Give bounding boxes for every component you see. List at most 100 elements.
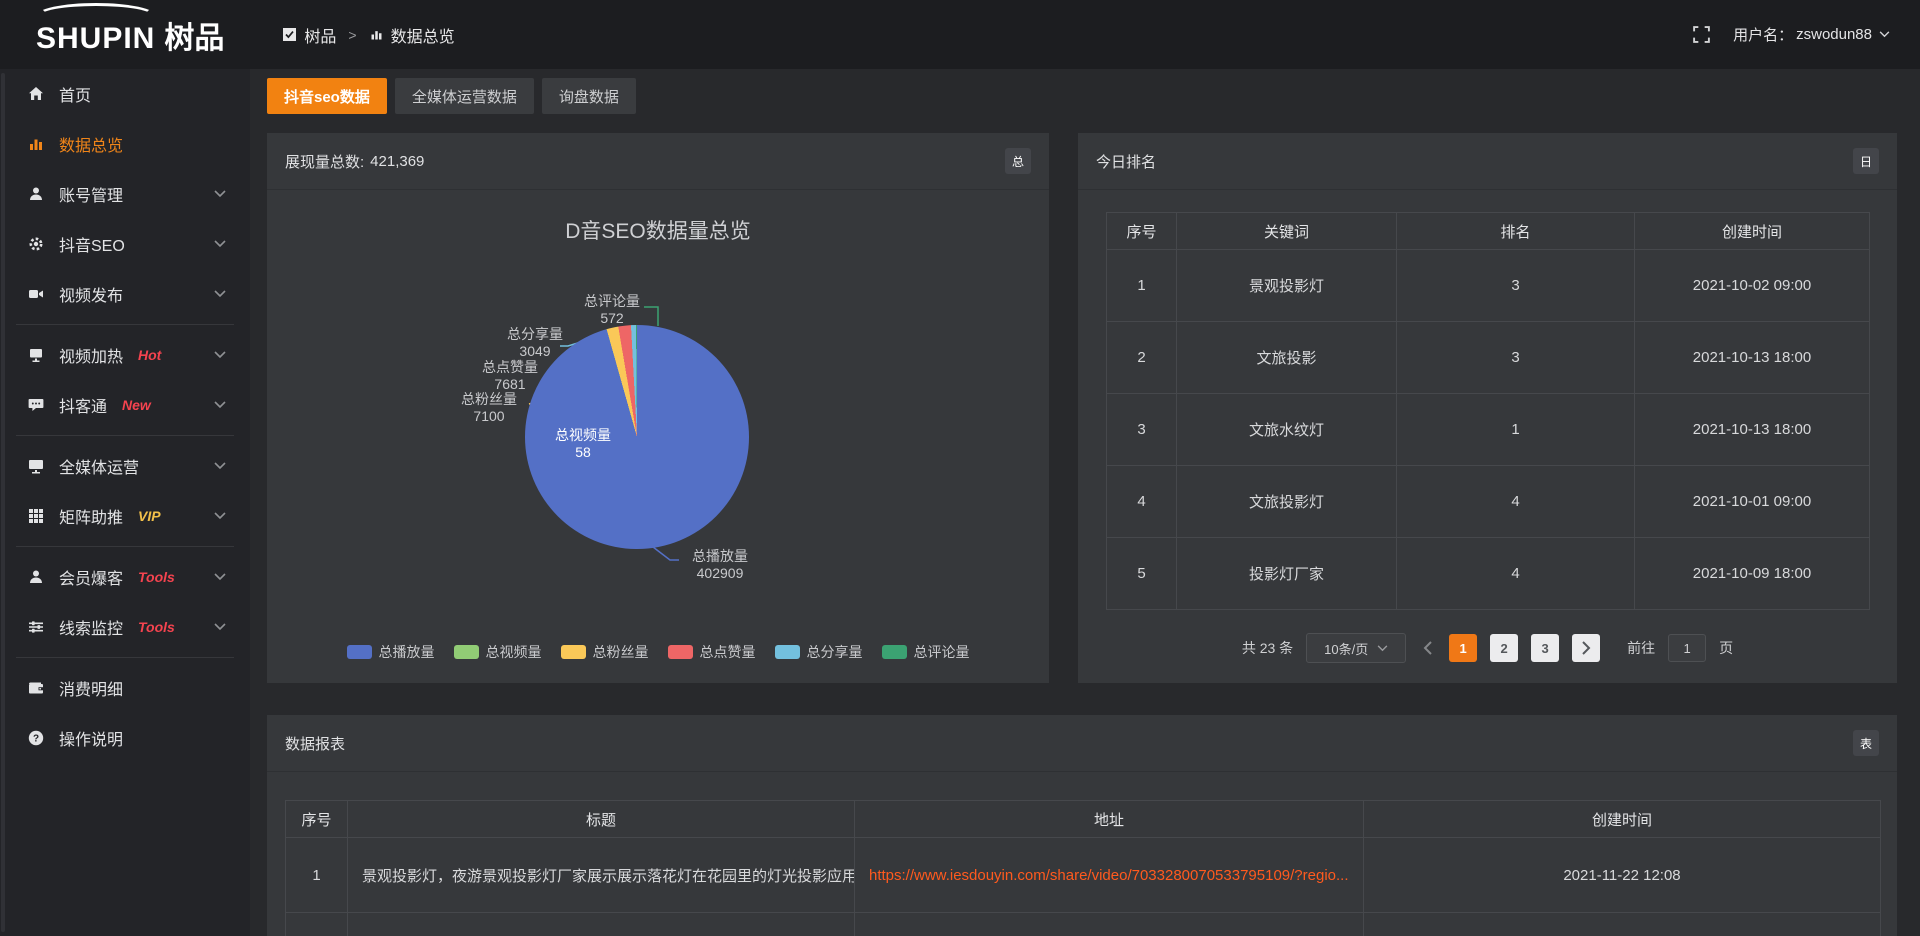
- breadcrumb-separator: >: [348, 26, 357, 43]
- sidebar-item-spending-detail[interactable]: 消费明细: [0, 663, 250, 713]
- tab-inquiry-data[interactable]: 询盘数据: [541, 78, 636, 114]
- sidebar-item-doketong[interactable]: 抖客通 New: [0, 380, 250, 430]
- breadcrumb-home[interactable]: 树品: [282, 23, 336, 47]
- sidebar-item-member-burst[interactable]: 会员爆客 Tools: [0, 552, 250, 602]
- chevron-down-icon: [214, 285, 226, 303]
- video-url-link[interactable]: https://www.iesdouyin.com/share/video/70…: [854, 837, 1364, 913]
- day-badge-button[interactable]: 日: [1853, 148, 1879, 174]
- monitor-icon: [26, 457, 46, 475]
- video-title-cell: 景观投影灯，夜游景观投影灯厂家展示展示落花灯在花园里的灯光投影应用效果 #: [347, 837, 855, 913]
- chevron-down-icon: [214, 346, 226, 364]
- report-title: 数据报表: [285, 735, 346, 753]
- pie[interactable]: [525, 325, 749, 549]
- chart-legend: 总播放量 总视频量 总粉丝量 总点赞量 总分享量 总评论量: [267, 642, 1049, 662]
- legend-item-likes[interactable]: 总点赞量: [667, 642, 756, 662]
- sidebar-item-video-publish[interactable]: 视频发布: [0, 269, 250, 319]
- chat-icon: [26, 396, 46, 414]
- pie-label-plays: 总播放量 402909: [692, 548, 748, 581]
- page-unit-label: 页: [1719, 640, 1734, 656]
- ranking-title: 今日排名: [1096, 153, 1157, 171]
- legend-item-fans[interactable]: 总粉丝量: [560, 642, 649, 662]
- legend-swatch: [560, 645, 586, 659]
- topbar-right: 用户名： zswodun88: [1692, 24, 1890, 45]
- table-row-partial: [285, 912, 1881, 936]
- sidebar-item-lead-monitor[interactable]: 线索监控 Tools: [0, 602, 250, 652]
- wallet-icon: [26, 679, 46, 697]
- table-header-row: 序号 关键词 排名 创建时间: [1106, 212, 1870, 250]
- goto-page-input[interactable]: [1668, 634, 1707, 662]
- sidebar-item-all-media[interactable]: 全媒体运营: [0, 441, 250, 491]
- vip-badge: VIP: [138, 508, 161, 524]
- sidebar-item-douyin-seo[interactable]: 抖音SEO: [0, 219, 250, 269]
- total-badge-button[interactable]: 总: [1005, 148, 1031, 174]
- sidebar-item-matrix-boost[interactable]: 矩阵助推 VIP: [0, 491, 250, 541]
- logo-suffix-text: 树品: [164, 21, 225, 55]
- legend-item-shares[interactable]: 总分享量: [774, 642, 863, 662]
- sidebar-item-video-heat[interactable]: 视频加热 Hot: [0, 330, 250, 380]
- ranking-table: 序号 关键词 排名 创建时间 1 景观投影灯 3 2021-10-02 09:00 2…: [1106, 212, 1870, 610]
- pie-label-fans: 总粉丝量 7100: [461, 391, 517, 424]
- prev-page-button[interactable]: [1419, 641, 1436, 655]
- chevron-down-icon: [214, 235, 226, 253]
- sidebar-item-help[interactable]: ? 操作说明: [0, 713, 250, 763]
- svg-text:?: ?: [33, 733, 39, 744]
- pie-chart-area: D音SEO数据量总览 总评论量 572 总分享量 3049 总点赞量 7681 总粉丝…: [267, 190, 1049, 683]
- legend-swatch: [346, 645, 372, 659]
- overview-panel-header: 展现量总数: 421,369 总: [267, 133, 1049, 190]
- sliders-icon: [26, 618, 46, 636]
- impressions-total-label: 展现量总数:: [285, 153, 365, 171]
- legend-swatch: [453, 645, 479, 659]
- table-row: 3 文旅水纹灯 1 2021-10-13 18:00: [1106, 393, 1870, 466]
- page-button-3[interactable]: 3: [1531, 634, 1560, 662]
- gear-icon: [26, 235, 46, 253]
- user-menu[interactable]: 用户名： zswodun88: [1733, 24, 1890, 45]
- question-circle-icon: ?: [26, 729, 46, 747]
- tab-all-media-data[interactable]: 全媒体运营数据: [394, 78, 534, 114]
- sidebar-divider: [16, 324, 234, 325]
- page-button-2[interactable]: 2: [1490, 634, 1519, 662]
- member-icon: [26, 568, 46, 586]
- chevron-down-icon: [214, 568, 226, 586]
- sidebar-item-data-overview[interactable]: 数据总览: [0, 119, 250, 169]
- username-value: zswodun88: [1796, 26, 1872, 43]
- page-size-select[interactable]: 10条/页: [1306, 633, 1407, 663]
- grid-icon: [26, 507, 46, 525]
- breadcrumb: 树品 > 数据总览: [282, 23, 455, 47]
- tools-badge: Tools: [138, 619, 175, 635]
- tab-douyin-seo-data[interactable]: 抖音seo数据: [267, 78, 387, 114]
- screen-icon: [26, 346, 46, 364]
- legend-item-comments[interactable]: 总评论量: [881, 642, 970, 662]
- logo: SHUPIN 树品: [36, 2, 225, 57]
- table-row: 2 文旅投影 3 2021-10-13 18:00: [1106, 321, 1870, 394]
- bar-chart-icon: [371, 31, 382, 40]
- overview-panel: 展现量总数: 421,369 总 D音SEO数据量总览 总评论量 572 总分享量…: [267, 133, 1049, 683]
- next-page-button[interactable]: [1572, 634, 1601, 662]
- report-table: 序号 标题 地址 创建时间 1 景观投影灯，夜游景观投影灯厂家展示展示落花灯在花…: [285, 800, 1881, 936]
- chevron-down-icon: [1879, 31, 1890, 38]
- fullscreen-icon[interactable]: [1692, 25, 1711, 44]
- table-badge-button[interactable]: 表: [1853, 730, 1879, 756]
- sidebar-divider: [16, 657, 234, 658]
- table-row: 1 景观投影灯，夜游景观投影灯厂家展示展示落花灯在花园里的灯光投影应用效果 # …: [285, 837, 1881, 913]
- sidebar-item-account[interactable]: 账号管理: [0, 169, 250, 219]
- home-icon: [26, 85, 46, 103]
- sidebar-item-home[interactable]: 首页: [0, 69, 250, 119]
- pagination-total: 共 23 条: [1241, 640, 1294, 656]
- sidebar-divider: [16, 546, 234, 547]
- chevron-down-icon: [214, 457, 226, 475]
- page-button-1[interactable]: 1: [1449, 634, 1478, 662]
- legend-swatch: [667, 645, 693, 659]
- new-badge: New: [122, 397, 151, 413]
- breadcrumb-current[interactable]: 数据总览: [369, 23, 455, 47]
- ranking-panel-header: 今日排名 日: [1078, 133, 1897, 190]
- legend-item-plays[interactable]: 总播放量: [346, 642, 435, 662]
- table-row: 4 文旅投影灯 4 2021-10-01 09:00: [1106, 465, 1870, 538]
- chevron-down-icon: [214, 618, 226, 636]
- legend-item-videos[interactable]: 总视频量: [453, 642, 542, 662]
- username-label: 用户名：: [1733, 27, 1794, 44]
- checkbox-square-icon: [283, 28, 297, 41]
- video-icon: [26, 285, 46, 303]
- chart-title: D音SEO数据量总览: [565, 220, 751, 243]
- sidebar: 首页 数据总览 账号管理 抖音SEO 视频发布 视频加热 Hot: [0, 69, 250, 936]
